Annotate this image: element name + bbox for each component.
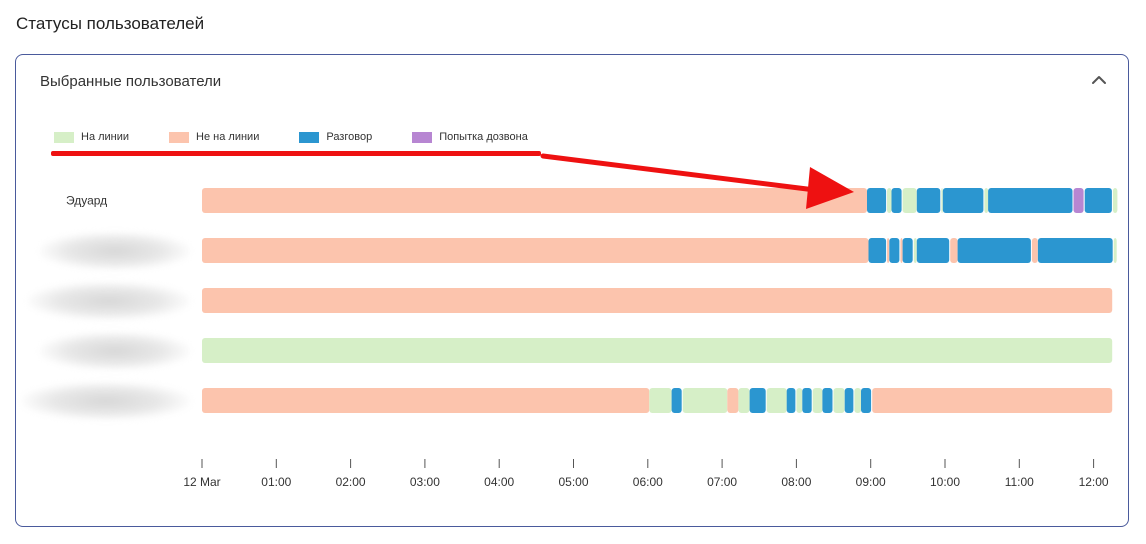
legend-label-dial-attempt: Попытка дозвона <box>439 131 528 143</box>
timeline-segment <box>202 388 650 413</box>
x-axis-tick-label: 11:00 <box>1005 475 1034 489</box>
timeline-segment <box>891 188 902 213</box>
x-axis-tick-label: 06:00 <box>633 475 663 489</box>
blurred-user-name <box>28 282 190 320</box>
x-axis-tick-label: 12 Mar <box>183 475 220 489</box>
collapse-button[interactable] <box>1088 69 1110 91</box>
x-axis-tick-label: 08:00 <box>781 475 811 489</box>
x-axis-tick-label: 07:00 <box>707 475 737 489</box>
timeline-segment <box>1112 188 1118 213</box>
timeline-segment <box>766 388 787 413</box>
legend-label-talk: Разговор <box>326 131 373 143</box>
legend-swatch-talk <box>299 131 320 143</box>
timeline-segment <box>649 388 672 413</box>
timeline-segment <box>867 188 887 213</box>
timeline-segment <box>671 388 682 413</box>
timeline-segment <box>682 388 728 413</box>
annotation-arrow-shaft <box>540 153 818 193</box>
selected-users-card: Выбранные пользователи На линии Не на ли… <box>15 54 1129 527</box>
timeline-segment <box>854 388 862 413</box>
timeline-segment <box>202 188 867 213</box>
annotation-arrow-head <box>806 167 854 209</box>
timeline-segment <box>796 388 803 413</box>
timeline-segment <box>738 388 750 413</box>
timeline-segment <box>802 388 812 413</box>
timeline-segment <box>984 188 989 213</box>
blurred-user-name <box>22 382 190 420</box>
timeline-segment <box>868 238 887 263</box>
timeline-segment <box>902 188 917 213</box>
timeline-segment <box>957 238 1031 263</box>
legend-label-online: На линии <box>81 131 130 143</box>
timeline-segment <box>887 188 892 213</box>
x-axis-tick-label: 12:00 <box>1079 475 1109 489</box>
annotation-underline <box>51 151 541 156</box>
timeline-segment <box>913 238 917 263</box>
timeline-segment <box>889 238 900 263</box>
page-title: Статусы пользователей <box>16 14 205 33</box>
legend-item-dial-attempt[interactable]: Попытка дозвона <box>412 131 528 143</box>
x-axis-tick-label: 04:00 <box>484 475 514 489</box>
timeline-segment <box>941 188 943 213</box>
legend-swatch-offline <box>169 131 190 143</box>
timeline-segment <box>1084 188 1112 213</box>
timeline-segment <box>950 238 958 263</box>
legend-swatch-online <box>54 131 74 143</box>
x-axis-tick-label: 10:00 <box>930 475 960 489</box>
timeline-segment <box>916 238 950 263</box>
timeline-segment <box>916 188 941 213</box>
timeline-segment <box>902 238 913 263</box>
timeline-segment <box>202 338 1113 363</box>
timeline-segment <box>786 388 796 413</box>
x-axis-tick-label: 05:00 <box>558 475 588 489</box>
legend-item-offline[interactable]: Не на линии <box>169 131 259 143</box>
timeline-segment <box>812 388 823 413</box>
blurred-user-name <box>40 332 190 370</box>
legend-label-offline: Не на линии <box>196 131 260 143</box>
legend-swatch-dial-attempt <box>412 131 433 143</box>
chevron-up-icon <box>1092 76 1106 84</box>
timeline-segment <box>900 238 903 263</box>
timeline-segment <box>1031 238 1038 263</box>
timeline-segment <box>988 188 1073 213</box>
chart-legend: На линии Не на линии Разговор Попытка до… <box>54 131 568 143</box>
timeline-segment <box>1073 188 1084 213</box>
timeline-segment <box>942 188 984 213</box>
timeline-segment <box>844 388 854 413</box>
timeline-segment <box>727 388 739 413</box>
timeline-segment <box>861 388 872 413</box>
timeline-segment <box>1037 238 1113 263</box>
card-title: Выбранные пользователи <box>40 73 222 90</box>
legend-item-talk[interactable]: Разговор <box>299 131 372 143</box>
row-label: Эдуард <box>66 194 107 208</box>
blurred-user-name <box>40 232 190 270</box>
timeline-segment <box>749 388 766 413</box>
legend-item-online[interactable]: На линии <box>54 131 129 143</box>
x-axis-tick-label: 01:00 <box>261 475 291 489</box>
x-axis-tick-label: 03:00 <box>410 475 440 489</box>
timeline-segment <box>202 238 869 263</box>
timeline-segment <box>833 388 845 413</box>
x-axis-tick-label: 09:00 <box>856 475 886 489</box>
timeline-segment <box>202 288 1113 313</box>
timeline-segment <box>872 388 1113 413</box>
timeline-segment <box>887 238 890 263</box>
timeline-segment <box>1113 238 1117 263</box>
x-axis-tick-label: 02:00 <box>336 475 366 489</box>
timeline-segment <box>822 388 833 413</box>
